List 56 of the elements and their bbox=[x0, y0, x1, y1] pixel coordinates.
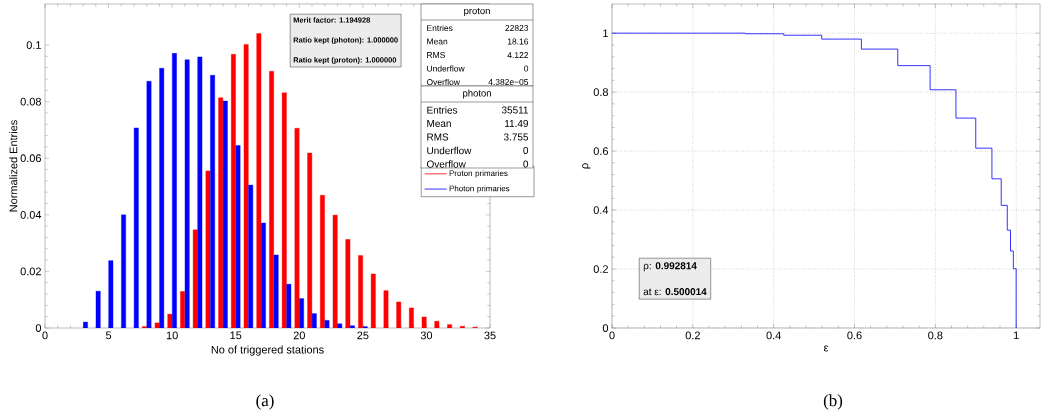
x-axis-title: No of triggered stations bbox=[211, 345, 324, 356]
x-tick-label: 0 bbox=[609, 331, 615, 340]
y-tick-label: 1 bbox=[603, 29, 608, 37]
annotation: ρ: 0.992814 bbox=[643, 262, 697, 272]
annotation: RMS bbox=[427, 52, 445, 58]
annotation: Entries bbox=[427, 106, 458, 114]
x-tick-label: 0.6 bbox=[847, 331, 862, 340]
x-tick-label: 0.4 bbox=[766, 331, 781, 340]
annotation: Underflow bbox=[427, 65, 465, 72]
y-tick-label: 0 bbox=[602, 324, 609, 332]
text: (b) bbox=[823, 394, 843, 410]
x-tick-label: 30 bbox=[420, 331, 433, 340]
annotation: proton bbox=[464, 7, 490, 17]
text: (a) bbox=[256, 394, 274, 410]
x-tick-label: 1 bbox=[1013, 331, 1019, 340]
text: 18.16 bbox=[507, 38, 529, 45]
annotation: Mean bbox=[427, 120, 451, 127]
x-tick-label: 0 bbox=[42, 331, 48, 340]
x-tick-label: 0.2 bbox=[685, 331, 700, 340]
y-tick-label: 0.2 bbox=[593, 265, 608, 273]
text: 0 bbox=[523, 160, 529, 168]
text: 11.49 bbox=[505, 119, 529, 128]
y-tick-label: 0.6 bbox=[593, 147, 608, 155]
y-tick-label: 0.02 bbox=[20, 267, 41, 276]
x-tick-label: 5 bbox=[105, 331, 112, 340]
y-tick-label: 0.8 bbox=[593, 88, 608, 97]
annotation: RMS bbox=[427, 133, 449, 141]
annotation: photon bbox=[463, 89, 491, 99]
annotation: Overflow bbox=[426, 160, 466, 168]
y-tick-label: 0.06 bbox=[20, 154, 41, 163]
x-tick-label: 25 bbox=[357, 331, 369, 340]
annotation: Entries bbox=[427, 24, 453, 32]
x-tick-label: 20 bbox=[293, 331, 305, 340]
y-tick-label: 0.08 bbox=[20, 97, 41, 106]
annotation: Mean bbox=[427, 38, 448, 45]
text: 3.755 bbox=[503, 133, 529, 141]
x-tick-label: 0.8 bbox=[928, 331, 943, 340]
y-tick-label: 0.04 bbox=[20, 210, 42, 219]
y-axis-title: ρ bbox=[582, 163, 591, 169]
x-tick-label: 10 bbox=[166, 331, 178, 340]
text: 0 bbox=[523, 146, 529, 155]
y-tick-label: 0 bbox=[35, 324, 42, 332]
text: 35511 bbox=[501, 106, 528, 114]
text: 4.122 bbox=[507, 52, 529, 58]
annotation: Overflow bbox=[426, 78, 460, 86]
x-axis-title: ε bbox=[823, 345, 829, 352]
text: 22823 bbox=[505, 25, 529, 31]
x-tick-label: 35 bbox=[484, 331, 496, 340]
annotation: Underflow bbox=[427, 146, 472, 155]
y-tick-label: 0.1 bbox=[26, 41, 41, 49]
y-tick-label: 0.4 bbox=[593, 206, 609, 214]
text: 0 bbox=[524, 65, 529, 72]
x-tick-label: 15 bbox=[230, 331, 242, 340]
y-axis-title: Normalized Entries bbox=[9, 120, 18, 212]
annotation: 4.382e−05 bbox=[488, 79, 529, 85]
annotation: at ε: 0.500014 bbox=[643, 288, 707, 296]
